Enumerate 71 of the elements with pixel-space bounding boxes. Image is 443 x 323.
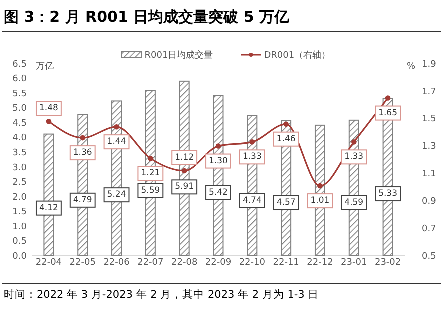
x-tick-label: 22-08	[172, 258, 198, 268]
point	[114, 124, 120, 130]
y2-tick-label: 0.5	[422, 252, 436, 262]
y-tick-label: 4.5	[12, 118, 27, 129]
data-label: 1.65	[378, 108, 398, 118]
y-tick-label: 5.0	[12, 104, 28, 114]
point	[318, 183, 323, 189]
x-tick-label: 22-05	[70, 258, 96, 268]
point	[148, 156, 154, 162]
y-tick-label: 2.0	[12, 192, 28, 203]
y-tick-label: 2.5	[12, 178, 27, 188]
data-label: 4.74	[242, 196, 262, 206]
point	[46, 118, 52, 124]
x-tick-label: 22-06	[104, 258, 130, 268]
x-tick-label: 22-10	[239, 258, 266, 268]
point	[284, 122, 289, 127]
point	[250, 140, 256, 145]
y2-tick-label: 1.5	[422, 114, 436, 125]
y-tick-label: 5.5	[12, 89, 27, 100]
y-tick-label: 6.0	[12, 74, 28, 85]
y-tick-label: 3.5	[12, 148, 27, 158]
data-label: 4.12	[39, 203, 58, 214]
x-tick-label: 23-01	[341, 258, 368, 268]
data-label: 1.33	[344, 152, 364, 162]
y-tick-label: 0.5	[12, 237, 27, 248]
y2-tick-label: 1.3	[422, 142, 436, 152]
data-label: 1.21	[141, 168, 160, 179]
x-tick-label: 22-11	[273, 258, 300, 268]
legend-label: R001日均成交量	[144, 50, 214, 61]
data-label: 1.48	[39, 104, 58, 114]
y2-tick-label: 1.1	[422, 170, 436, 180]
data-label: 4.57	[276, 198, 296, 208]
data-label: 1.01	[310, 196, 330, 206]
point	[216, 144, 222, 149]
chart-title: 图 3：2 月 R001 日均成交量突破 5 万亿	[4, 8, 291, 26]
data-label: 5.91	[175, 182, 194, 192]
data-label: 1.12	[175, 152, 194, 163]
y2-tick-label: 1.9	[422, 60, 437, 70]
text: 时间：2022 年 3 月-2023 年 2 月，其中 2023 年 2 月为 1-3 日	[4, 288, 320, 301]
x-tick-label: 23-02	[374, 258, 402, 268]
data-label: 4.79	[73, 195, 92, 206]
y-tick-label: 1.5	[12, 208, 27, 218]
data-label: 1.33	[242, 152, 262, 162]
legend-label: DR001（右轴）	[264, 50, 331, 61]
y2-axis-title: %	[407, 62, 416, 72]
data-label: 1.36	[73, 148, 92, 158]
y-tick-label: 0.0	[12, 252, 28, 262]
data-label: 5.24	[107, 190, 126, 200]
y2-tick-label: 0.9	[422, 197, 437, 208]
data-label: 5.33	[378, 189, 398, 200]
y2-tick-label: 1.7	[422, 87, 436, 98]
data-label: 1.44	[107, 137, 126, 148]
data-label: 5.42	[209, 188, 228, 198]
data-label: 1.30	[209, 156, 228, 166]
y-tick-label: 4.0	[12, 134, 28, 144]
point	[351, 140, 357, 145]
x-tick-label: 22-09	[205, 258, 232, 268]
point	[385, 96, 391, 101]
data-label: 4.59	[344, 198, 364, 208]
point	[182, 168, 188, 174]
y-axis-title: 万亿	[36, 61, 54, 72]
y2-tick-label: 0.7	[422, 224, 436, 234]
y-tick-label: 6.5	[12, 60, 27, 70]
data-label: 5.59	[141, 186, 160, 196]
x-tick-label: 22-07	[138, 258, 164, 268]
point	[80, 135, 86, 141]
y-tick-label: 1.0	[12, 222, 28, 232]
x-tick-label: 22-12	[307, 258, 334, 268]
data-label: 1.46	[276, 134, 296, 144]
x-tick-label: 22-04	[36, 258, 62, 268]
y-tick-label: 3.0	[12, 163, 28, 174]
